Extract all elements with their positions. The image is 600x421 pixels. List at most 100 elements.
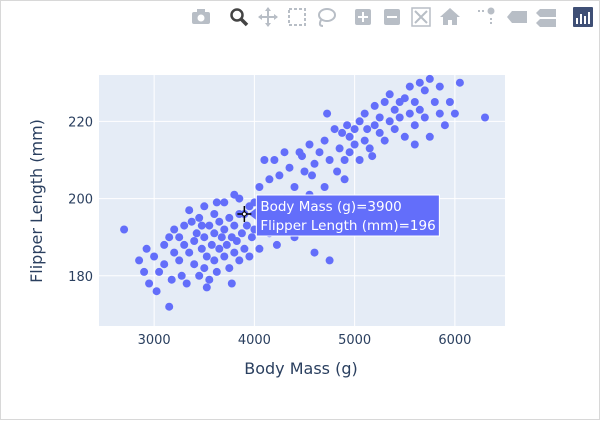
data-point[interactable] <box>355 156 364 164</box>
data-point[interactable] <box>300 167 309 176</box>
data-point[interactable] <box>370 101 379 110</box>
data-point[interactable] <box>210 229 219 238</box>
data-point[interactable] <box>230 221 239 230</box>
data-point[interactable] <box>405 109 414 118</box>
data-point[interactable] <box>235 194 244 203</box>
data-point[interactable] <box>195 271 204 280</box>
data-point[interactable] <box>440 121 449 130</box>
data-point[interactable] <box>330 125 339 134</box>
data-point[interactable] <box>200 264 209 273</box>
data-point[interactable] <box>160 260 169 269</box>
data-point[interactable] <box>152 287 161 296</box>
data-point[interactable] <box>155 267 164 276</box>
data-point[interactable] <box>310 248 319 257</box>
data-point[interactable] <box>350 140 359 149</box>
data-point[interactable] <box>335 144 344 153</box>
data-point[interactable] <box>325 256 334 265</box>
camera-icon[interactable] <box>188 4 214 30</box>
data-point[interactable] <box>272 240 281 249</box>
data-point[interactable] <box>140 267 149 276</box>
data-point[interactable] <box>415 105 424 114</box>
data-point[interactable] <box>320 136 329 145</box>
data-point[interactable] <box>195 213 204 222</box>
data-point[interactable] <box>385 117 394 126</box>
data-point[interactable] <box>425 132 434 141</box>
data-point[interactable] <box>205 221 214 230</box>
data-point[interactable] <box>165 302 174 311</box>
data-point[interactable] <box>368 152 377 161</box>
data-point[interactable] <box>255 244 264 253</box>
data-point[interactable] <box>375 128 384 137</box>
data-point[interactable] <box>305 140 314 149</box>
data-point[interactable] <box>187 217 196 226</box>
data-point[interactable] <box>120 225 129 234</box>
data-point[interactable] <box>200 233 209 242</box>
data-point[interactable] <box>190 260 199 269</box>
data-point[interactable] <box>363 125 372 134</box>
data-point[interactable] <box>455 78 464 87</box>
data-point[interactable] <box>390 125 399 134</box>
data-point[interactable] <box>325 156 334 164</box>
hover-compare-icon[interactable] <box>533 4 559 30</box>
data-point[interactable] <box>170 248 179 257</box>
data-point[interactable] <box>180 221 189 230</box>
data-point[interactable] <box>380 136 389 145</box>
data-point[interactable] <box>340 175 349 184</box>
data-point[interactable] <box>182 279 191 288</box>
data-point[interactable] <box>275 171 284 180</box>
data-point[interactable] <box>285 163 294 172</box>
data-point[interactable] <box>197 244 206 253</box>
data-point[interactable] <box>150 252 159 261</box>
data-point[interactable] <box>220 225 229 234</box>
data-point[interactable] <box>365 144 374 153</box>
data-point[interactable] <box>410 98 419 106</box>
zoom-out-icon[interactable] <box>379 4 405 30</box>
data-point[interactable] <box>310 159 319 168</box>
data-point[interactable] <box>202 252 211 261</box>
data-point[interactable] <box>355 117 364 126</box>
data-point[interactable] <box>410 140 419 149</box>
box-select-icon[interactable] <box>284 4 310 30</box>
data-point[interactable] <box>340 156 349 164</box>
data-point[interactable] <box>230 248 239 257</box>
data-point[interactable] <box>185 206 194 215</box>
data-point[interactable] <box>308 171 316 180</box>
data-point[interactable] <box>360 109 369 118</box>
data-point[interactable] <box>212 198 221 207</box>
data-point[interactable] <box>220 252 229 261</box>
data-point[interactable] <box>237 229 246 238</box>
data-point[interactable] <box>410 121 419 130</box>
zoom-icon[interactable] <box>226 4 252 30</box>
data-point[interactable] <box>190 237 199 245</box>
data-point[interactable] <box>227 279 236 288</box>
data-point[interactable] <box>145 279 154 288</box>
data-point[interactable] <box>192 229 201 238</box>
data-point[interactable] <box>405 82 414 91</box>
data-point[interactable] <box>435 109 444 118</box>
data-point[interactable] <box>175 233 184 242</box>
data-point[interactable] <box>345 132 354 141</box>
data-point[interactable] <box>260 156 269 164</box>
data-point[interactable] <box>280 148 289 157</box>
data-point[interactable] <box>205 275 214 284</box>
data-point[interactable] <box>225 213 234 222</box>
data-point[interactable] <box>265 175 274 184</box>
data-point[interactable] <box>395 98 404 106</box>
data-point[interactable] <box>180 240 189 249</box>
data-point[interactable] <box>333 167 342 176</box>
data-point[interactable] <box>385 90 394 99</box>
data-point[interactable] <box>232 237 241 245</box>
data-point[interactable] <box>345 148 354 157</box>
data-point[interactable] <box>270 156 279 164</box>
data-point[interactable] <box>415 78 424 87</box>
data-point[interactable] <box>370 121 379 130</box>
data-point[interactable] <box>481 113 489 122</box>
data-point[interactable] <box>200 202 209 211</box>
data-point[interactable] <box>242 221 251 230</box>
data-point[interactable] <box>430 98 439 106</box>
data-point[interactable] <box>235 256 244 265</box>
data-point[interactable] <box>160 240 169 249</box>
data-point[interactable] <box>390 105 399 114</box>
data-point[interactable] <box>197 221 206 230</box>
data-point[interactable] <box>360 136 369 145</box>
